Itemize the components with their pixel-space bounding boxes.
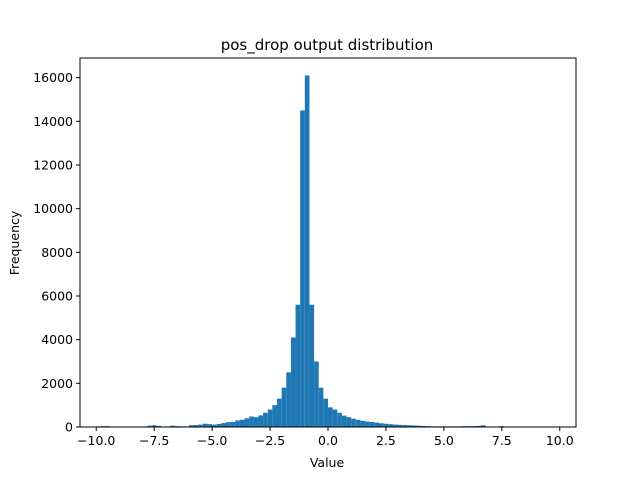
- histogram-bar: [263, 412, 268, 427]
- y-tick-label: 8000: [41, 245, 73, 260]
- histogram-bar: [323, 398, 328, 427]
- chart-title: pos_drop output distribution: [221, 36, 434, 55]
- x-tick-label: −5.0: [197, 433, 227, 448]
- x-axis-ticks: −10.0 −7.5 −5.0 −2.5 0.0 2.5 5.0 7.5 10.0: [77, 427, 574, 448]
- histogram-bar: [369, 421, 375, 427]
- histogram-bar: [346, 417, 352, 427]
- x-tick-label: 2.5: [376, 433, 396, 448]
- histogram-bar: [281, 387, 287, 427]
- x-tick-label: −10.0: [77, 433, 115, 448]
- histogram-bar: [378, 423, 384, 427]
- y-axis-label: Frequency: [7, 210, 22, 275]
- x-tick-label: −7.5: [139, 433, 169, 448]
- histogram-bar: [402, 425, 407, 427]
- y-tick-label: 4000: [41, 332, 73, 347]
- histogram-bar: [480, 425, 486, 427]
- histogram-bar: [416, 425, 421, 427]
- histogram-bar: [258, 415, 264, 427]
- y-tick-label: 2000: [41, 376, 73, 391]
- histogram-bar: [267, 409, 273, 427]
- histogram-bar: [383, 423, 389, 427]
- x-tick-label: 10.0: [546, 433, 574, 448]
- histogram-bar: [272, 405, 278, 427]
- histogram-bar: [314, 361, 319, 427]
- histogram-bars: [96, 75, 532, 427]
- histogram-bar: [411, 425, 417, 427]
- histogram-bar: [286, 372, 291, 427]
- histogram-bar: [318, 387, 324, 427]
- histogram-bar: [239, 419, 245, 427]
- x-tick-label: 5.0: [434, 433, 454, 448]
- histogram-bar: [230, 421, 236, 427]
- histogram-bar: [193, 425, 199, 427]
- histogram-bar: [170, 425, 176, 427]
- y-axis-ticks: 0 2000 4000 6000 8000 10000 12000 14000 16000: [33, 70, 80, 435]
- histogram-bar: [392, 424, 398, 427]
- y-tick-label: 10000: [33, 201, 73, 216]
- histogram-bar: [249, 416, 254, 427]
- histogram-bar: [290, 337, 296, 427]
- histogram-bar: [216, 423, 222, 427]
- histogram-bar: [360, 420, 366, 427]
- histogram-bar: [295, 304, 301, 427]
- x-tick-label: −2.5: [255, 433, 285, 448]
- histogram-bar: [355, 419, 361, 427]
- histogram-bar: [207, 424, 213, 427]
- histogram-bar: [388, 424, 393, 427]
- histogram-bar: [253, 417, 259, 427]
- histogram-bar: [235, 420, 240, 427]
- histogram-bar: [374, 422, 379, 427]
- histogram-bar: [300, 110, 305, 427]
- x-tick-label: 0.0: [318, 433, 338, 448]
- y-tick-label: 12000: [33, 157, 73, 172]
- y-tick-label: 14000: [33, 114, 73, 129]
- histogram-bar: [309, 304, 315, 427]
- histogram-bar: [226, 422, 231, 427]
- histogram-bar: [365, 421, 370, 427]
- histogram-bar: [328, 407, 333, 427]
- histogram-bar: [304, 75, 310, 427]
- histogram-bar: [420, 425, 426, 427]
- histogram-bar: [221, 423, 227, 427]
- histogram-bar: [188, 425, 194, 427]
- histogram-bar: [397, 424, 403, 427]
- histogram-bar: [406, 425, 412, 427]
- histogram-bar: [351, 418, 356, 427]
- plot-area-frame: [79, 57, 577, 428]
- histogram-bar: [198, 424, 203, 427]
- histogram-bar: [156, 425, 162, 427]
- histogram-bar: [151, 425, 157, 427]
- histogram-bar: [476, 425, 481, 427]
- histogram-bar: [212, 424, 217, 427]
- histogram-bar: [337, 412, 342, 427]
- histogram-bar: [341, 415, 347, 427]
- x-axis-label: Value: [310, 455, 345, 470]
- y-tick-label: 16000: [33, 70, 73, 85]
- y-tick-label: 6000: [41, 288, 73, 303]
- histogram-bar: [332, 409, 338, 427]
- y-tick-label: 0: [65, 420, 73, 435]
- histogram-bar: [202, 423, 208, 427]
- histogram-bar: [147, 425, 152, 427]
- histogram-bar: [244, 418, 250, 427]
- histogram-bar: [277, 398, 282, 427]
- x-tick-label: 7.5: [492, 433, 512, 448]
